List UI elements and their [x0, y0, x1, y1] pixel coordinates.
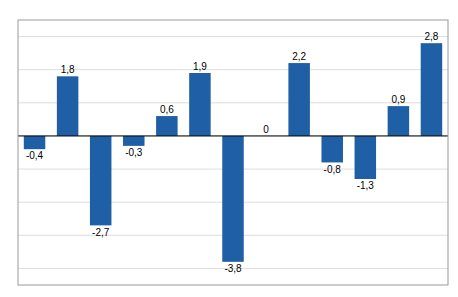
bar	[321, 136, 343, 163]
grid-line	[18, 102, 448, 103]
bar	[355, 136, 377, 179]
grid-line	[18, 69, 448, 70]
grid	[18, 37, 448, 269]
bar	[288, 63, 310, 136]
bar	[57, 76, 79, 136]
grid-line	[18, 135, 448, 136]
bars	[24, 43, 442, 262]
data-label: 2,2	[292, 51, 306, 62]
chart-container: -0,4 1,8 -2,7 -0,3 0,6 1,9 -3,8 0 2,2 -0,8 -1,3 0,9…	[0, 0, 458, 297]
data-label: 0	[263, 124, 269, 135]
bar	[189, 73, 211, 136]
data-label: -3,8	[224, 263, 242, 274]
bar	[24, 136, 45, 149]
bar	[90, 136, 112, 225]
data-label: 0,6	[160, 104, 174, 115]
data-label: -0,8	[324, 164, 342, 175]
bar	[388, 106, 410, 136]
data-label: -0,4	[26, 150, 44, 161]
zero-line	[18, 135, 448, 136]
plot-frame	[18, 20, 448, 285]
bar	[421, 43, 443, 136]
data-label: -2,7	[92, 227, 110, 238]
chart-svg: -0,4 1,8 -2,7 -0,3 0,6 1,9 -3,8 0 2,2 -0,8 -1,3 0,9…	[0, 0, 458, 297]
data-label: 1,9	[193, 61, 207, 72]
data-label: 0,9	[391, 94, 405, 105]
data-label: 1,8	[61, 64, 75, 75]
bar	[222, 136, 244, 262]
data-label: -1,3	[357, 180, 375, 191]
grid-line	[18, 36, 448, 37]
data-label: 2,8	[425, 31, 439, 42]
data-labels: -0,4 1,8 -2,7 -0,3 0,6 1,9 -3,8 0 2,2 -0,8 -1,3 0,9…	[26, 31, 439, 274]
bar	[123, 136, 144, 146]
data-label: -0,3	[125, 147, 143, 158]
bar	[156, 116, 178, 136]
